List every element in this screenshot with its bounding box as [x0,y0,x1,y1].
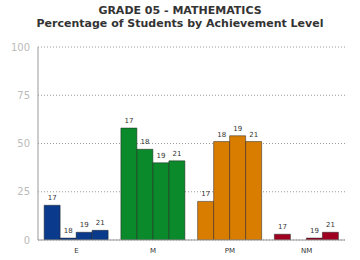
svg-text:E: E [74,247,78,255]
svg-text:21: 21 [326,221,335,229]
svg-text:18: 18 [140,138,149,146]
svg-text:21: 21 [172,150,181,158]
svg-text:50: 50 [17,138,30,149]
html-text:GRADE 05 - MATHEMATICS: GRADE 05 - MATHEMATICS [98,4,262,17]
svg-text:21: 21 [96,219,105,227]
svg-text:19: 19 [80,221,89,229]
svg-text:18: 18 [217,131,226,139]
svg-text:17: 17 [124,117,133,125]
svg-text:21: 21 [249,131,258,139]
svg-text:M: M [150,247,156,255]
svg-text:25: 25 [17,186,30,197]
svg-text:NM: NM [301,247,312,255]
svg-text:75: 75 [17,90,30,101]
html-text:Percentage of Students by Achi: Percentage of Students by Achievement Le… [36,17,324,30]
svg-text:100: 100 [11,42,30,53]
svg-text:19: 19 [233,125,242,133]
svg-text:0: 0 [24,235,30,246]
svg-text:19: 19 [310,227,319,235]
svg-text:17: 17 [48,194,57,202]
svg-text:18: 18 [64,227,73,235]
svg-text:17: 17 [278,223,287,231]
svg-text:PM: PM [225,247,235,255]
svg-text:17: 17 [201,190,210,198]
svg-text:19: 19 [156,152,165,160]
